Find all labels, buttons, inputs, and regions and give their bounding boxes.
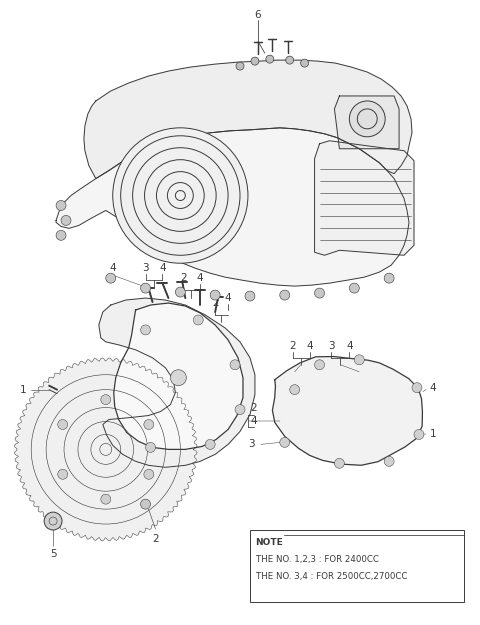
Text: 4: 4 bbox=[346, 341, 353, 351]
Circle shape bbox=[354, 355, 364, 365]
Text: 2: 2 bbox=[180, 273, 187, 283]
Circle shape bbox=[144, 419, 154, 429]
Circle shape bbox=[335, 458, 344, 468]
Circle shape bbox=[412, 382, 422, 392]
Text: NOTE: NOTE bbox=[255, 538, 283, 548]
Circle shape bbox=[235, 404, 245, 414]
Circle shape bbox=[101, 394, 111, 404]
Text: 6: 6 bbox=[254, 11, 261, 21]
Circle shape bbox=[56, 231, 66, 241]
Text: 4: 4 bbox=[159, 263, 166, 273]
Polygon shape bbox=[314, 141, 414, 255]
Text: 5: 5 bbox=[50, 549, 57, 559]
Text: 4: 4 bbox=[306, 341, 313, 351]
Polygon shape bbox=[14, 358, 197, 541]
Text: 1: 1 bbox=[20, 384, 26, 394]
Bar bbox=[250, 530, 464, 602]
Polygon shape bbox=[114, 303, 243, 449]
Text: THE NO. 3,4 : FOR 2500CC,2700CC: THE NO. 3,4 : FOR 2500CC,2700CC bbox=[255, 572, 407, 581]
Text: 4: 4 bbox=[197, 273, 204, 283]
Circle shape bbox=[113, 128, 248, 263]
Circle shape bbox=[61, 216, 71, 226]
Circle shape bbox=[106, 273, 116, 283]
Circle shape bbox=[170, 370, 186, 386]
Text: 4: 4 bbox=[251, 416, 257, 426]
Circle shape bbox=[58, 419, 68, 429]
Circle shape bbox=[193, 315, 203, 325]
Text: THE NO. 1,2,3 : FOR 2400CC: THE NO. 1,2,3 : FOR 2400CC bbox=[255, 555, 378, 564]
Circle shape bbox=[56, 201, 66, 211]
Circle shape bbox=[210, 290, 220, 300]
Circle shape bbox=[414, 429, 424, 439]
Circle shape bbox=[175, 287, 185, 297]
Polygon shape bbox=[273, 356, 422, 465]
Circle shape bbox=[230, 360, 240, 370]
Circle shape bbox=[349, 283, 360, 293]
Polygon shape bbox=[99, 298, 255, 468]
Text: 3: 3 bbox=[328, 341, 335, 351]
Circle shape bbox=[144, 469, 154, 479]
Polygon shape bbox=[335, 96, 399, 149]
Text: 3: 3 bbox=[249, 439, 255, 449]
Circle shape bbox=[349, 101, 385, 137]
Circle shape bbox=[236, 62, 244, 70]
Circle shape bbox=[384, 273, 394, 283]
Circle shape bbox=[266, 55, 274, 63]
Circle shape bbox=[44, 512, 62, 530]
Circle shape bbox=[300, 59, 309, 67]
Circle shape bbox=[245, 291, 255, 301]
Text: 2: 2 bbox=[289, 341, 296, 351]
Circle shape bbox=[314, 360, 324, 370]
Circle shape bbox=[384, 456, 394, 466]
Circle shape bbox=[314, 288, 324, 298]
Circle shape bbox=[101, 494, 111, 504]
Text: 4: 4 bbox=[109, 263, 116, 273]
Text: 4: 4 bbox=[430, 382, 436, 392]
Text: 2: 2 bbox=[152, 534, 159, 544]
Circle shape bbox=[251, 57, 259, 65]
Circle shape bbox=[145, 442, 156, 452]
Circle shape bbox=[141, 325, 151, 335]
Circle shape bbox=[205, 439, 215, 449]
Circle shape bbox=[290, 384, 300, 394]
Text: 4: 4 bbox=[225, 293, 231, 303]
Text: 3: 3 bbox=[142, 263, 149, 273]
Polygon shape bbox=[84, 60, 412, 179]
Polygon shape bbox=[56, 128, 409, 286]
Circle shape bbox=[280, 290, 290, 300]
Circle shape bbox=[58, 469, 68, 479]
Circle shape bbox=[286, 56, 294, 64]
Circle shape bbox=[141, 283, 151, 293]
Text: 1: 1 bbox=[430, 429, 436, 439]
Text: 2: 2 bbox=[251, 402, 257, 412]
Circle shape bbox=[280, 438, 290, 448]
Circle shape bbox=[141, 499, 151, 509]
Text: 2: 2 bbox=[212, 298, 218, 308]
